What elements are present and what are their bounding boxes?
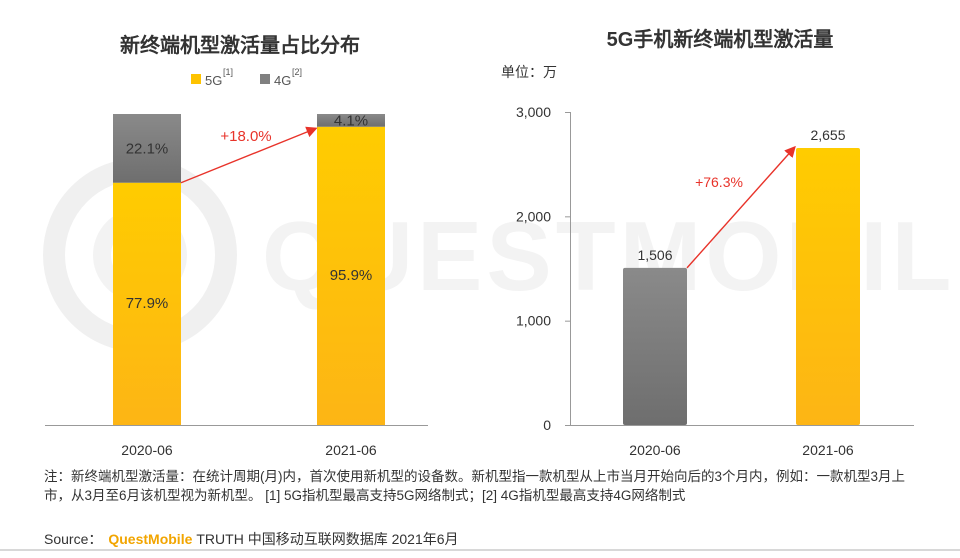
- bar-2021-06: [796, 147, 860, 425]
- bar-4g-2020-06: [113, 114, 181, 183]
- y-tick-label: 0: [543, 417, 551, 433]
- share-chart: 新终端机型激活量占比分布 5G[1] 4G[2] 77.9% 22.1% 2020-06 9…: [45, 33, 428, 458]
- chart-title: 5G手机新终端机型激活量: [607, 27, 834, 51]
- bar-4g-2021-06: [317, 114, 385, 127]
- unit-label: 单位：万: [501, 64, 557, 80]
- growth-arrow: [686, 145, 796, 269]
- growth-label: +76.3%: [695, 174, 743, 190]
- bottom-divider: [0, 549, 960, 551]
- x-tick-2020-06: 2020-06: [121, 442, 173, 458]
- legend-label-4g: 4G: [274, 73, 291, 88]
- legend-label-5g: 5G: [205, 73, 222, 88]
- growth-label: +18.0%: [220, 128, 271, 145]
- source-rest: TRUTH 中国移动互联网数据库 2021年6月: [196, 531, 459, 547]
- y-tick-label: 3,000: [516, 104, 551, 120]
- x-tick-2021-06: 2021-06: [802, 442, 854, 458]
- legend-note-5g: [1]: [223, 67, 233, 77]
- legend-swatch-5g: [191, 74, 201, 84]
- source-label: Source：: [44, 531, 103, 547]
- label-4g-2020-06: 22.1%: [126, 140, 169, 157]
- x-tick-2021-06: 2021-06: [325, 442, 377, 458]
- footnote: 注：新终端机型激活量：在统计周期(月)内，首次使用新机型的设备数。新机型指一款机…: [44, 469, 906, 503]
- x-tick-2020-06: 2020-06: [629, 442, 681, 458]
- bar-2020-06: [623, 267, 687, 425]
- chart-title: 新终端机型激活量占比分布: [120, 33, 360, 57]
- value-label-2021-06: 2,655: [810, 127, 845, 143]
- label-4g-2021-06: 4.1%: [334, 112, 368, 129]
- label-5g-2021-06: 95.9%: [330, 267, 373, 284]
- y-tick-label: 2,000: [516, 208, 551, 224]
- source-line: Source： QuestMobile TRUTH 中国移动互联网数据库 2021年…: [44, 529, 459, 549]
- legend-note-4g: [2]: [292, 67, 302, 77]
- source-brand: QuestMobile: [108, 531, 193, 547]
- bar-5g-2020-06: [113, 182, 181, 425]
- bar-5g-2021-06: [317, 126, 385, 425]
- y-tick-label: 1,000: [516, 313, 551, 329]
- value-label-2020-06: 1,506: [637, 247, 672, 263]
- label-5g-2020-06: 77.9%: [126, 295, 169, 312]
- growth-arrow: [180, 126, 318, 184]
- legend-swatch-4g: [260, 74, 270, 84]
